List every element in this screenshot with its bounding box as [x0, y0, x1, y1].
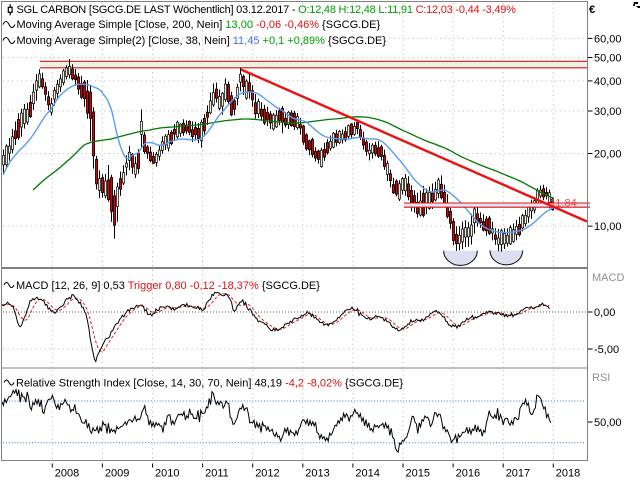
svg-text:-5,00: -5,00: [594, 344, 619, 356]
svg-text:SGL CARBON [SGCG.DE LAST Wöche: SGL CARBON [SGCG.DE LAST Wöchentlich] 03…: [17, 4, 517, 16]
svg-text:50,00: 50,00: [594, 417, 622, 429]
svg-text:2010: 2010: [155, 468, 179, 480]
svg-text:2015: 2015: [406, 468, 430, 480]
svg-text:40,00: 40,00: [594, 76, 622, 88]
svg-text:RSI: RSI: [592, 372, 610, 384]
svg-text:60,00: 60,00: [594, 33, 622, 45]
svg-text:0,00: 0,00: [594, 307, 615, 319]
svg-text:2008: 2008: [55, 468, 79, 480]
svg-text:€: €: [589, 4, 595, 16]
svg-text:50,00: 50,00: [594, 53, 622, 65]
svg-text:2012: 2012: [255, 468, 279, 480]
svg-text:2016: 2016: [456, 468, 480, 480]
svg-text:2009: 2009: [105, 468, 129, 480]
svg-text:20,00: 20,00: [594, 149, 622, 161]
svg-text:Moving Average Simple [Close,: Moving Average Simple [Close, 200, Nein]…: [17, 19, 381, 31]
svg-text:MACD: MACD: [592, 272, 624, 284]
svg-text:2018: 2018: [556, 468, 580, 480]
svg-text:2014: 2014: [355, 468, 379, 480]
svg-text:2011: 2011: [205, 468, 229, 480]
svg-text:MACD [12, 26, 9] 0,53 Trigger: MACD [12, 26, 9] 0,53 Trigger 0,80 -0,12…: [16, 280, 320, 292]
svg-text:30,00: 30,00: [594, 106, 622, 118]
svg-text:2017: 2017: [506, 468, 530, 480]
svg-text:2013: 2013: [305, 468, 329, 480]
svg-text:Relative Strength Index [Close: Relative Strength Index [Close, 14, 30, …: [16, 378, 403, 390]
svg-text:Moving Average Simple(2) [Clos: Moving Average Simple(2) [Close, 38, Nei…: [17, 35, 387, 47]
svg-text:10,00: 10,00: [594, 221, 622, 233]
